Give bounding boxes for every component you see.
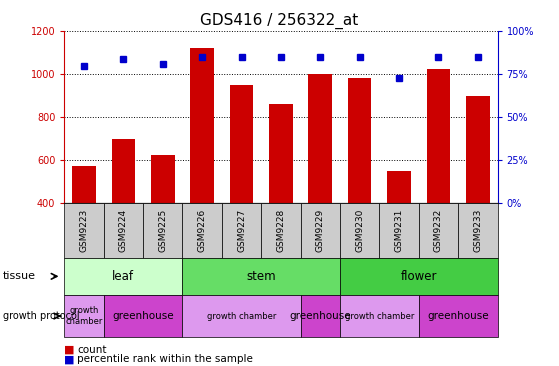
Text: GSM9231: GSM9231 [395,209,404,252]
Bar [387,171,411,203]
Text: GSM9224: GSM9224 [119,209,128,252]
Text: tissue: tissue [3,271,36,281]
Text: GSM9225: GSM9225 [158,209,167,252]
Text: GSM9230: GSM9230 [355,209,364,252]
Bar [72,165,96,203]
Text: growth chamber: growth chamber [345,311,414,321]
Text: GSM9232: GSM9232 [434,209,443,252]
Text: GSM9228: GSM9228 [276,209,286,252]
Text: leaf: leaf [112,270,134,283]
Bar [151,155,174,203]
Text: GSM9233: GSM9233 [473,209,482,252]
Text: stem: stem [247,270,276,283]
Text: GSM9227: GSM9227 [237,209,246,252]
Text: GSM9223: GSM9223 [79,209,88,252]
Text: growth chamber: growth chamber [207,311,276,321]
Bar [466,96,490,203]
Text: greenhouse: greenhouse [290,311,351,321]
Text: ■: ■ [64,354,75,365]
Text: count: count [77,344,107,355]
Text: GSM9229: GSM9229 [316,209,325,252]
Text: greenhouse: greenhouse [112,311,174,321]
Bar [190,48,214,203]
Text: GDS416 / 256322_at: GDS416 / 256322_at [200,13,359,29]
Text: flower: flower [400,270,437,283]
Bar [230,85,253,203]
Bar [309,74,332,203]
Text: growth protocol: growth protocol [3,311,79,321]
Bar [348,78,372,203]
Text: percentile rank within the sample: percentile rank within the sample [77,354,253,365]
Text: growth
chamber: growth chamber [65,306,103,326]
Bar [269,104,293,203]
Bar [427,69,450,203]
Text: GSM9226: GSM9226 [198,209,207,252]
Text: greenhouse: greenhouse [427,311,489,321]
Text: ■: ■ [64,344,75,355]
Bar [112,139,135,203]
